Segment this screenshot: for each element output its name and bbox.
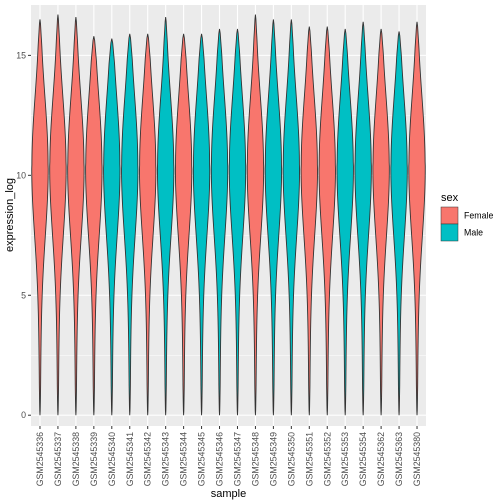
x-tick-label: GSM2545342 [143,432,153,486]
x-tick-label: GSM2545344 [179,432,189,486]
violin-GSM2545347 [228,28,247,416]
violin-GSM2545338 [67,16,85,416]
x-tick-label: GSM2545345 [197,432,207,486]
x-tick-label: GSM2545347 [232,432,242,486]
violin-GSM2545354 [354,21,372,416]
x-axis-ticks: GSM2545336 GSM2545337 GSM2545338 GSM2545339… [35,426,422,486]
violin-GSM2545351 [300,26,318,416]
legend-label-female: Female [464,211,493,221]
x-tick-label: GSM2545349 [268,432,278,486]
x-tick-label: GSM2545350 [286,432,296,486]
violin-GSM2545345 [192,33,211,416]
y-tick-label: 0 [21,410,26,420]
x-tick-label: GSM2545340 [107,432,117,486]
y-axis-ticks: 0 5 10 15 [16,50,31,420]
legend-key-female [440,206,459,225]
y-axis-title: expression_log [4,178,16,252]
violin-GSM2545342 [139,33,157,416]
x-tick-label: GSM2545353 [340,432,350,486]
legend-label-male: Male [464,228,483,238]
violin-GSM2545339 [85,36,103,416]
violin-GSM2545362 [372,28,390,416]
violin-GSM2545363 [390,31,408,416]
x-tick-label: GSM2545341 [125,432,135,486]
x-tick-label: GSM2545346 [215,432,225,486]
x-tick-label: GSM2545348 [250,432,260,486]
x-tick-label: GSM2545343 [161,432,171,486]
violins [31,14,426,416]
violin-GSM2545344 [174,33,193,416]
x-tick-label: GSM2545336 [35,432,45,486]
violin-GSM2545350 [282,19,301,416]
x-tick-label: GSM2545351 [304,432,314,486]
violin-GSM2545346 [210,28,229,416]
violin-GSM2545380 [408,21,426,416]
violin-GSM2545349 [264,19,283,416]
x-tick-label: GSM2545338 [71,432,81,486]
x-tick-label: GSM2545352 [322,432,332,486]
x-tick-label: GSM2545363 [394,432,404,486]
violin-GSM2545352 [318,26,336,416]
violin-GSM2545341 [121,33,139,416]
x-tick-label: GSM2545337 [53,432,63,486]
legend-key-male [440,223,459,242]
violin-GSM2545348 [246,14,265,416]
x-tick-label: GSM2545362 [376,432,386,486]
legend: sex Female Male [440,192,493,242]
y-tick-label: 5 [21,290,26,300]
y-tick-label: 15 [16,50,26,60]
violin-GSM2545343 [156,16,175,416]
violin-GSM2545340 [103,38,121,416]
violin-GSM2545336 [31,19,49,416]
x-tick-label: GSM2545339 [89,432,99,486]
legend-title: sex [441,192,459,204]
y-tick-label: 10 [16,170,26,180]
x-axis-title: sample [211,488,246,500]
violin-GSM2545353 [336,28,354,416]
violin-GSM2545337 [49,14,67,416]
x-tick-label: GSM2545380 [412,432,422,486]
x-tick-label: GSM2545354 [358,432,368,486]
